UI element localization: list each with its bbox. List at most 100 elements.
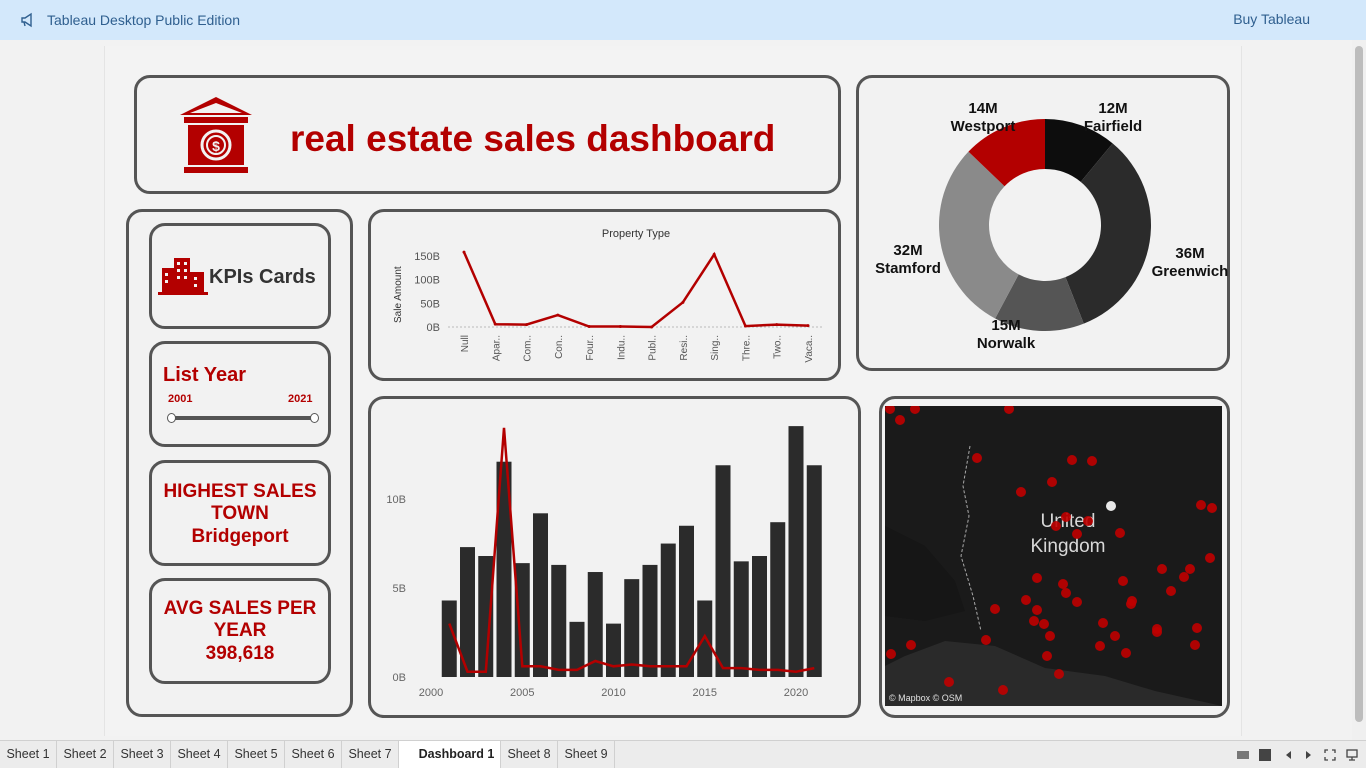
tab-sheet-4[interactable]: Sheet 4 — [171, 741, 228, 768]
map-marker[interactable] — [1121, 648, 1131, 658]
map-marker[interactable] — [1051, 521, 1061, 531]
map-marker[interactable] — [1004, 406, 1014, 414]
map-marker[interactable] — [886, 649, 896, 659]
map-marker[interactable] — [1118, 576, 1128, 586]
yearly-bar[interactable] — [624, 579, 640, 677]
yearly-bar[interactable] — [806, 465, 822, 677]
map-marker[interactable] — [981, 635, 991, 645]
map-marker[interactable] — [998, 685, 1008, 695]
map-marker[interactable] — [1072, 529, 1082, 539]
buy-tableau-link[interactable]: Buy Tableau — [1233, 11, 1310, 27]
map-marker[interactable] — [1087, 456, 1097, 466]
map-marker[interactable] — [1185, 564, 1195, 574]
map-marker[interactable] — [1061, 512, 1071, 522]
map-marker[interactable] — [1207, 503, 1217, 513]
yearly-bar[interactable] — [551, 564, 567, 677]
map-marker[interactable] — [885, 406, 895, 414]
map-marker[interactable] — [1205, 553, 1215, 563]
yearly-bar[interactable] — [606, 623, 621, 677]
tab-sheet-3[interactable]: Sheet 3 — [114, 741, 171, 768]
previous-sheet-icon[interactable] — [1283, 749, 1295, 761]
map-marker[interactable] — [1179, 572, 1189, 582]
yearly-bar[interactable] — [697, 600, 713, 677]
yearly-bar[interactable] — [788, 426, 804, 677]
yearly-bar[interactable] — [569, 621, 585, 677]
donut-slice-fairfield[interactable] — [1045, 119, 1113, 182]
map-marker-highlight[interactable] — [1106, 501, 1116, 511]
map-marker[interactable] — [1110, 631, 1120, 641]
yearly-bar[interactable] — [752, 556, 767, 677]
map-marker[interactable] — [1095, 641, 1105, 651]
list-year-slider-track[interactable] — [172, 416, 314, 420]
tab-sheet-5[interactable]: Sheet 5 — [228, 741, 285, 768]
yearly-bar[interactable] — [478, 556, 494, 677]
next-sheet-icon[interactable] — [1302, 749, 1314, 761]
map-marker[interactable] — [1192, 623, 1202, 633]
map-marker[interactable] — [1061, 588, 1071, 598]
map-marker[interactable] — [1083, 516, 1093, 526]
map-marker[interactable] — [906, 640, 916, 650]
map-marker[interactable] — [1032, 605, 1042, 615]
yearly-bar[interactable] — [587, 572, 603, 677]
yearly-bar[interactable] — [770, 522, 786, 677]
show-sheet-sorter-icon[interactable] — [1237, 749, 1249, 761]
yearly-bar[interactable] — [496, 461, 512, 677]
map-marker[interactable] — [1021, 595, 1031, 605]
map-marker[interactable] — [1042, 651, 1052, 661]
list-year-slider-end-handle[interactable] — [310, 413, 319, 423]
presentation-mode-icon[interactable] — [1346, 749, 1358, 761]
map-marker[interactable] — [972, 453, 982, 463]
map-marker[interactable] — [944, 677, 954, 687]
yearly-bar[interactable] — [533, 513, 548, 677]
yearly-bar[interactable] — [441, 600, 457, 677]
tab-sheet-9[interactable]: Sheet 9 — [558, 741, 615, 768]
yearly-bar[interactable] — [460, 547, 475, 677]
property-type-y-tick: 150B — [414, 251, 440, 263]
property-type-line — [462, 251, 809, 329]
map-marker[interactable] — [1115, 528, 1125, 538]
map-marker[interactable] — [1039, 619, 1049, 629]
tab-sheet-7[interactable]: Sheet 7 — [342, 741, 399, 768]
map-marker[interactable] — [1058, 579, 1068, 589]
donut-slice-norwalk[interactable] — [995, 274, 1084, 331]
map-marker[interactable] — [1032, 573, 1042, 583]
show-filmstrip-icon[interactable] — [1259, 749, 1271, 761]
yearly-bar[interactable] — [642, 564, 658, 677]
yearly-bar[interactable] — [733, 561, 749, 677]
map-marker[interactable] — [1190, 640, 1200, 650]
map-marker[interactable] — [1045, 631, 1055, 641]
map-marker[interactable] — [1072, 597, 1082, 607]
list-year-min: 2001 — [168, 393, 193, 405]
map-marker[interactable] — [1067, 455, 1077, 465]
map-marker[interactable] — [1098, 618, 1108, 628]
donut-slice-westport[interactable] — [968, 119, 1045, 187]
yearly-bar[interactable] — [679, 525, 694, 677]
map-marker[interactable] — [1196, 500, 1206, 510]
map-marker[interactable] — [1126, 599, 1136, 609]
tab-sheet-8[interactable]: Sheet 8 — [501, 741, 558, 768]
yearly-bar[interactable] — [660, 543, 676, 677]
map-marker[interactable] — [1166, 586, 1176, 596]
map-marker[interactable] — [895, 415, 905, 425]
donut-slice-stamford[interactable] — [939, 151, 1019, 319]
yearly-bar[interactable] — [514, 563, 530, 677]
donut-slice-greenwich[interactable] — [1065, 143, 1151, 324]
tab-sheet-1[interactable]: Sheet 1 — [0, 741, 57, 768]
yearly-bar[interactable] — [715, 465, 731, 677]
fit-screen-icon[interactable] — [1324, 749, 1336, 761]
map-marker[interactable] — [990, 604, 1000, 614]
scrollbar-thumb[interactable] — [1355, 46, 1363, 722]
map-marker[interactable] — [1054, 669, 1064, 679]
map-marker[interactable] — [1047, 477, 1057, 487]
list-year-slider-start-handle[interactable] — [167, 413, 176, 423]
map-marker[interactable] — [1029, 616, 1039, 626]
tab-dashboard-1[interactable]: Dashboard 1 — [399, 741, 501, 768]
tab-sheet-2[interactable]: Sheet 2 — [57, 741, 114, 768]
tab-sheet-6[interactable]: Sheet 6 — [285, 741, 342, 768]
map-marker[interactable] — [910, 406, 920, 414]
map-marker[interactable] — [1152, 624, 1162, 634]
map-marker[interactable] — [1157, 564, 1167, 574]
map-marker[interactable] — [1016, 487, 1026, 497]
vertical-scrollbar[interactable] — [1352, 40, 1366, 740]
sales-map[interactable]: United Kingdom © Mapbox © OSM — [885, 406, 1222, 706]
